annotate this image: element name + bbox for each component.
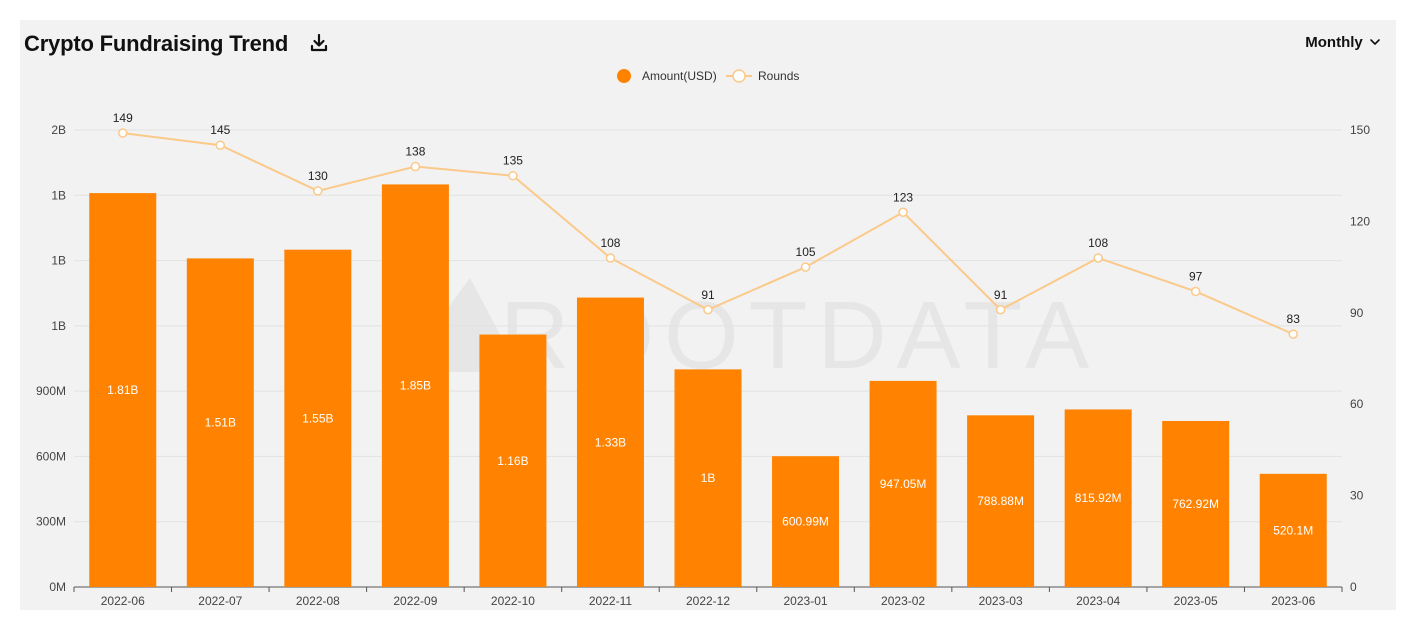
period-select[interactable]: Monthly <box>1294 28 1392 56</box>
y-left-tick-label: 1B <box>51 188 66 202</box>
rounds-value-label: 105 <box>796 245 816 259</box>
bar <box>869 380 937 587</box>
rounds-point <box>605 253 616 263</box>
period-select-label: Monthly <box>1305 33 1363 51</box>
rounds-value-label: 130 <box>308 169 328 183</box>
bar-value-label: 947.05M <box>880 477 927 491</box>
chart-title: Crypto Fundraising Trend <box>24 31 289 56</box>
rounds-value-label: 108 <box>1088 236 1108 250</box>
bar <box>1064 409 1132 587</box>
legend-marker-amount <box>617 69 631 83</box>
legend[interactable]: Amount(USD) Rounds <box>617 69 799 83</box>
rounds-value-label: 135 <box>503 154 523 168</box>
x-tick-label: 2022-10 <box>491 594 535 608</box>
bar-value-label: 520.1M <box>1273 523 1313 537</box>
bar-value-label: 1.33B <box>595 435 626 449</box>
rounds-value-label: 138 <box>405 145 425 159</box>
legend-label-amount: Amount(USD) <box>642 69 717 83</box>
bar-value-label: 1.81B <box>107 383 138 397</box>
x-tick-label: 2022-11 <box>589 594 632 608</box>
y-left-tick-label: 1B <box>51 319 66 333</box>
rounds-point <box>703 305 713 315</box>
bar-value-label: 600.99M <box>782 515 829 529</box>
x-tick-label: 2023-02 <box>881 594 925 608</box>
y-left-tick-label: 1B <box>51 254 66 268</box>
y-right-tick-label: 120 <box>1350 214 1370 228</box>
bar <box>479 334 547 587</box>
rounds-point <box>508 170 518 181</box>
rounds-value-label: 83 <box>1287 312 1301 326</box>
bar <box>772 456 840 587</box>
x-tick-label: 2023-06 <box>1271 594 1315 608</box>
rounds-point <box>410 161 421 172</box>
rounds-value-label: 97 <box>1189 269 1203 283</box>
chevron-down-icon <box>1369 39 1380 45</box>
y-left-tick-label: 900M <box>36 384 66 398</box>
x-tick-label: 2023-05 <box>1174 594 1218 608</box>
rounds-point <box>995 305 1006 315</box>
rounds-point <box>1190 286 1201 297</box>
bar <box>381 184 449 587</box>
y-left-tick-label: 0M <box>49 580 66 594</box>
line-series: 149 145 130 138 135 108 91 105 123 91 108 97 83 <box>113 111 1301 339</box>
bar <box>1259 473 1327 587</box>
bar-value-label: 1.51B <box>205 416 236 430</box>
y-right-tick-label: 30 <box>1350 489 1364 503</box>
x-tick-label: 2022-12 <box>686 594 730 608</box>
bar-series: 1.81B 1.51B 1.55B 1.85B 1.16B 1.33B 1B 600.99M 9… <box>89 184 1327 587</box>
bar-value-label: 1.85B <box>400 379 431 393</box>
x-tick-label: 2023-04 <box>1076 594 1120 608</box>
bar <box>186 258 254 587</box>
rounds-value-label: 91 <box>994 288 1008 302</box>
y-right-tick-label: 90 <box>1350 306 1364 320</box>
rounds-value-label: 91 <box>701 288 715 302</box>
x-tick-label: 2023-01 <box>784 594 828 608</box>
rounds-value-label: 145 <box>210 123 230 137</box>
rounds-point <box>1288 329 1298 339</box>
rounds-value-label: 149 <box>113 111 133 125</box>
y-left-tick-label: 600M <box>36 449 66 463</box>
y-right-tick-label: 0 <box>1350 580 1357 594</box>
bar <box>967 415 1035 587</box>
rounds-point <box>800 262 811 272</box>
x-tick-label: 2022-08 <box>296 594 340 608</box>
rounds-value-label: 123 <box>893 190 913 204</box>
y-right-tick-label: 150 <box>1350 123 1370 137</box>
bar-value-label: 1B <box>701 471 716 485</box>
rounds-value-label: 108 <box>600 236 620 250</box>
rounds-point <box>313 186 323 196</box>
bar <box>576 297 644 587</box>
x-tick-label: 2022-09 <box>393 594 437 608</box>
bar-value-label: 815.92M <box>1075 491 1122 505</box>
bar-value-label: 1.55B <box>302 411 333 425</box>
rounds-point <box>215 140 226 150</box>
bar-value-label: 1.16B <box>497 454 528 468</box>
bar <box>1162 420 1230 587</box>
x-tick-label: 2023-03 <box>979 594 1023 608</box>
rounds-point <box>118 128 128 138</box>
y-right-tick-label: 60 <box>1350 397 1364 411</box>
bar <box>284 249 352 587</box>
legend-marker-rounds-point <box>732 69 746 83</box>
bar-value-label: 762.92M <box>1172 497 1219 511</box>
bar-value-label: 788.88M <box>977 494 1024 508</box>
rounds-point <box>898 207 908 218</box>
legend-label-rounds: Rounds <box>758 69 799 83</box>
download-icon[interactable] <box>309 33 329 53</box>
x-tick-label: 2022-07 <box>198 594 242 608</box>
rounds-point <box>1093 253 1103 263</box>
x-tick-label: 2022-06 <box>101 594 145 608</box>
download-icon-glyph <box>310 33 328 52</box>
bar <box>89 193 157 587</box>
y-left-tick-label: 300M <box>36 515 66 529</box>
bar <box>674 369 742 587</box>
y-left-tick-label: 2B <box>51 123 66 137</box>
